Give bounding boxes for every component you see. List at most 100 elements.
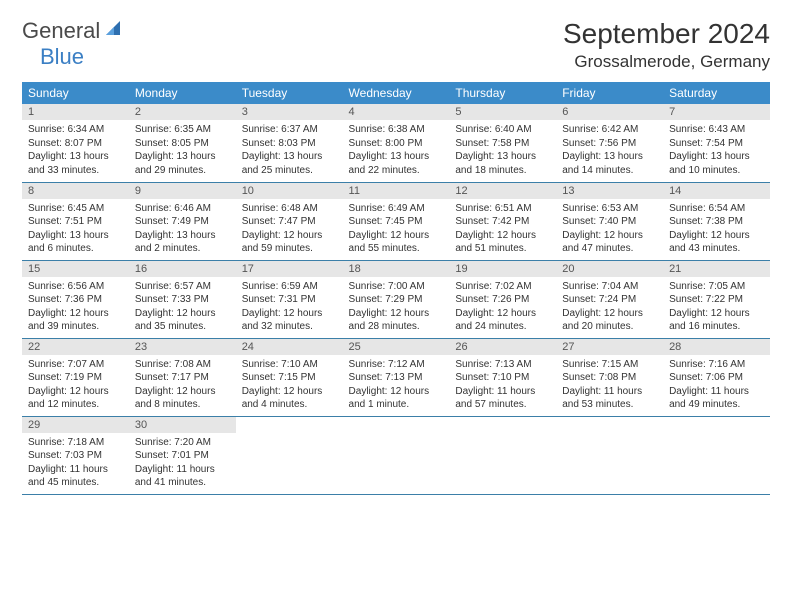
day-number: 8 xyxy=(22,183,129,199)
calendar-cell xyxy=(556,416,663,494)
day-body: Sunrise: 7:12 AMSunset: 7:13 PMDaylight:… xyxy=(343,355,450,416)
day-body: Sunrise: 6:53 AMSunset: 7:40 PMDaylight:… xyxy=(556,199,663,260)
day-body: Sunrise: 6:34 AMSunset: 8:07 PMDaylight:… xyxy=(22,120,129,181)
day-number: 17 xyxy=(236,261,343,277)
calendar-cell: 22Sunrise: 7:07 AMSunset: 7:19 PMDayligh… xyxy=(22,338,129,416)
calendar-cell: 19Sunrise: 7:02 AMSunset: 7:26 PMDayligh… xyxy=(449,260,556,338)
calendar-cell xyxy=(663,416,770,494)
calendar-cell: 14Sunrise: 6:54 AMSunset: 7:38 PMDayligh… xyxy=(663,182,770,260)
logo-text-general: General xyxy=(22,18,100,44)
calendar-cell: 13Sunrise: 6:53 AMSunset: 7:40 PMDayligh… xyxy=(556,182,663,260)
day-number: 5 xyxy=(449,104,556,120)
day-number: 15 xyxy=(22,261,129,277)
day-number: 25 xyxy=(343,339,450,355)
day-body: Sunrise: 6:35 AMSunset: 8:05 PMDaylight:… xyxy=(129,120,236,181)
day-body: Sunrise: 7:13 AMSunset: 7:10 PMDaylight:… xyxy=(449,355,556,416)
calendar-cell: 8Sunrise: 6:45 AMSunset: 7:51 PMDaylight… xyxy=(22,182,129,260)
day-header: Monday xyxy=(129,82,236,104)
calendar-cell: 12Sunrise: 6:51 AMSunset: 7:42 PMDayligh… xyxy=(449,182,556,260)
day-number: 4 xyxy=(343,104,450,120)
calendar-cell: 29Sunrise: 7:18 AMSunset: 7:03 PMDayligh… xyxy=(22,416,129,494)
calendar-cell: 6Sunrise: 6:42 AMSunset: 7:56 PMDaylight… xyxy=(556,104,663,182)
day-body: Sunrise: 7:08 AMSunset: 7:17 PMDaylight:… xyxy=(129,355,236,416)
day-header: Wednesday xyxy=(343,82,450,104)
day-number: 19 xyxy=(449,261,556,277)
calendar-cell: 26Sunrise: 7:13 AMSunset: 7:10 PMDayligh… xyxy=(449,338,556,416)
calendar-cell: 27Sunrise: 7:15 AMSunset: 7:08 PMDayligh… xyxy=(556,338,663,416)
day-number: 29 xyxy=(22,417,129,433)
day-body: Sunrise: 6:48 AMSunset: 7:47 PMDaylight:… xyxy=(236,199,343,260)
day-body: Sunrise: 6:43 AMSunset: 7:54 PMDaylight:… xyxy=(663,120,770,181)
logo: General xyxy=(22,18,126,44)
calendar-cell: 17Sunrise: 6:59 AMSunset: 7:31 PMDayligh… xyxy=(236,260,343,338)
day-body: Sunrise: 7:16 AMSunset: 7:06 PMDaylight:… xyxy=(663,355,770,416)
day-header: Saturday xyxy=(663,82,770,104)
day-body: Sunrise: 6:56 AMSunset: 7:36 PMDaylight:… xyxy=(22,277,129,338)
calendar-cell: 25Sunrise: 7:12 AMSunset: 7:13 PMDayligh… xyxy=(343,338,450,416)
logo-text-blue: Blue xyxy=(40,44,84,69)
location: Grossalmerode, Germany xyxy=(563,52,770,72)
day-number: 1 xyxy=(22,104,129,120)
day-body: Sunrise: 7:07 AMSunset: 7:19 PMDaylight:… xyxy=(22,355,129,416)
day-number: 6 xyxy=(556,104,663,120)
day-number: 27 xyxy=(556,339,663,355)
calendar-cell: 21Sunrise: 7:05 AMSunset: 7:22 PMDayligh… xyxy=(663,260,770,338)
day-number: 28 xyxy=(663,339,770,355)
day-number: 12 xyxy=(449,183,556,199)
day-body: Sunrise: 7:02 AMSunset: 7:26 PMDaylight:… xyxy=(449,277,556,338)
calendar-cell: 15Sunrise: 6:56 AMSunset: 7:36 PMDayligh… xyxy=(22,260,129,338)
day-body: Sunrise: 6:49 AMSunset: 7:45 PMDaylight:… xyxy=(343,199,450,260)
calendar-cell: 4Sunrise: 6:38 AMSunset: 8:00 PMDaylight… xyxy=(343,104,450,182)
day-body: Sunrise: 7:15 AMSunset: 7:08 PMDaylight:… xyxy=(556,355,663,416)
day-number: 7 xyxy=(663,104,770,120)
day-body: Sunrise: 7:00 AMSunset: 7:29 PMDaylight:… xyxy=(343,277,450,338)
calendar-cell: 11Sunrise: 6:49 AMSunset: 7:45 PMDayligh… xyxy=(343,182,450,260)
day-number: 30 xyxy=(129,417,236,433)
day-body: Sunrise: 6:59 AMSunset: 7:31 PMDaylight:… xyxy=(236,277,343,338)
day-number: 16 xyxy=(129,261,236,277)
day-number: 26 xyxy=(449,339,556,355)
day-body: Sunrise: 7:04 AMSunset: 7:24 PMDaylight:… xyxy=(556,277,663,338)
day-number: 10 xyxy=(236,183,343,199)
day-header: Friday xyxy=(556,82,663,104)
day-header: Tuesday xyxy=(236,82,343,104)
calendar-cell: 7Sunrise: 6:43 AMSunset: 7:54 PMDaylight… xyxy=(663,104,770,182)
day-body: Sunrise: 6:40 AMSunset: 7:58 PMDaylight:… xyxy=(449,120,556,181)
day-number: 22 xyxy=(22,339,129,355)
calendar-cell: 18Sunrise: 7:00 AMSunset: 7:29 PMDayligh… xyxy=(343,260,450,338)
calendar-table: SundayMondayTuesdayWednesdayThursdayFrid… xyxy=(22,82,770,495)
calendar-cell xyxy=(236,416,343,494)
day-number: 3 xyxy=(236,104,343,120)
day-number: 11 xyxy=(343,183,450,199)
day-body: Sunrise: 6:54 AMSunset: 7:38 PMDaylight:… xyxy=(663,199,770,260)
day-number: 23 xyxy=(129,339,236,355)
day-number: 18 xyxy=(343,261,450,277)
day-body: Sunrise: 7:10 AMSunset: 7:15 PMDaylight:… xyxy=(236,355,343,416)
month-title: September 2024 xyxy=(563,18,770,50)
calendar-cell xyxy=(449,416,556,494)
day-header: Thursday xyxy=(449,82,556,104)
day-body: Sunrise: 6:45 AMSunset: 7:51 PMDaylight:… xyxy=(22,199,129,260)
calendar-cell: 1Sunrise: 6:34 AMSunset: 8:07 PMDaylight… xyxy=(22,104,129,182)
day-body: Sunrise: 6:42 AMSunset: 7:56 PMDaylight:… xyxy=(556,120,663,181)
calendar-cell xyxy=(343,416,450,494)
day-number: 13 xyxy=(556,183,663,199)
logo-sail-icon xyxy=(104,19,124,44)
day-body: Sunrise: 6:51 AMSunset: 7:42 PMDaylight:… xyxy=(449,199,556,260)
day-number: 9 xyxy=(129,183,236,199)
day-number: 20 xyxy=(556,261,663,277)
calendar-cell: 9Sunrise: 6:46 AMSunset: 7:49 PMDaylight… xyxy=(129,182,236,260)
calendar-cell: 10Sunrise: 6:48 AMSunset: 7:47 PMDayligh… xyxy=(236,182,343,260)
day-body: Sunrise: 6:57 AMSunset: 7:33 PMDaylight:… xyxy=(129,277,236,338)
calendar-cell: 28Sunrise: 7:16 AMSunset: 7:06 PMDayligh… xyxy=(663,338,770,416)
day-number: 2 xyxy=(129,104,236,120)
title-block: September 2024 Grossalmerode, Germany xyxy=(563,18,770,72)
day-number: 14 xyxy=(663,183,770,199)
calendar-cell: 3Sunrise: 6:37 AMSunset: 8:03 PMDaylight… xyxy=(236,104,343,182)
calendar-cell: 20Sunrise: 7:04 AMSunset: 7:24 PMDayligh… xyxy=(556,260,663,338)
day-body: Sunrise: 6:46 AMSunset: 7:49 PMDaylight:… xyxy=(129,199,236,260)
calendar-cell: 5Sunrise: 6:40 AMSunset: 7:58 PMDaylight… xyxy=(449,104,556,182)
day-header: Sunday xyxy=(22,82,129,104)
day-body: Sunrise: 7:05 AMSunset: 7:22 PMDaylight:… xyxy=(663,277,770,338)
header: General September 2024 Grossalmerode, Ge… xyxy=(22,18,770,72)
